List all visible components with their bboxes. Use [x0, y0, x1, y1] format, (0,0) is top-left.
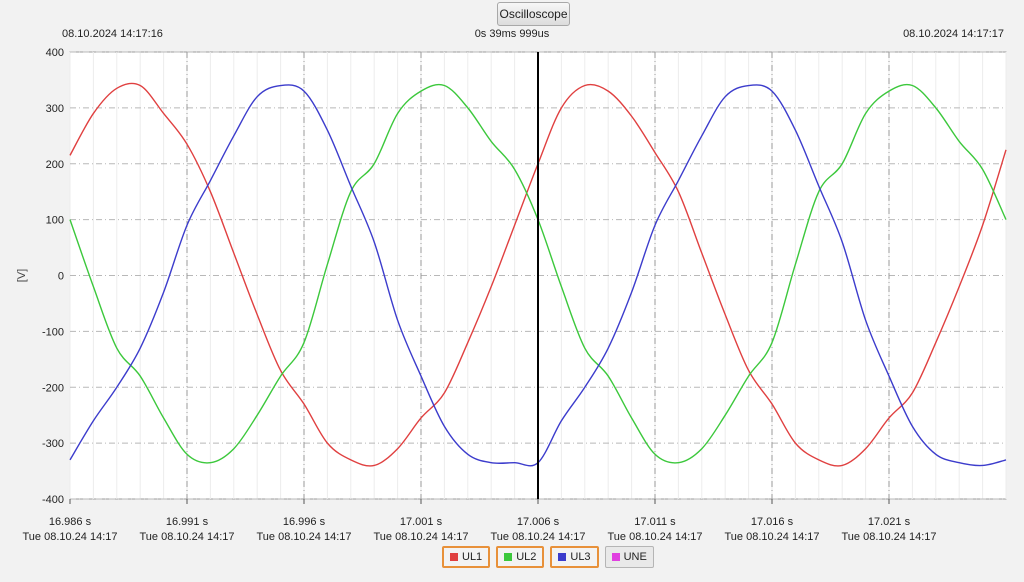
x-tick-label: 17.016 s: [751, 516, 794, 528]
y-tick-label: 300: [46, 103, 64, 115]
y-tick-label: -300: [42, 438, 64, 450]
x-tick-label: 16.996 s: [283, 516, 326, 528]
y-axis-label: [V]: [16, 269, 28, 282]
x-tick-label: 16.986 s: [49, 516, 92, 528]
x-tick-label: 17.001 s: [400, 516, 443, 528]
legend-label-ul2: UL2: [516, 551, 537, 563]
x-tick-date-label: Tue 08.10.24 14:17: [22, 531, 117, 543]
ul1-swatch: [450, 553, 458, 561]
x-tick-label: 17.006 s: [517, 516, 560, 528]
legend-item-une[interactable]: UNE: [604, 546, 654, 568]
x-tick-label: 16.991 s: [166, 516, 209, 528]
y-tick-label: 0: [58, 271, 64, 283]
legend-label-ul3: UL3: [570, 551, 591, 563]
x-tick-label: 17.011 s: [634, 516, 676, 528]
x-tick-date-label: Tue 08.10.24 14:17: [841, 531, 936, 543]
x-tick-label: 17.021 s: [868, 516, 911, 528]
y-tick-label: -400: [42, 494, 64, 506]
legend-item-ul3[interactable]: UL3: [550, 546, 599, 568]
legend-item-ul2[interactable]: UL2: [496, 546, 545, 568]
oscilloscope-button[interactable]: Oscilloscope: [497, 2, 570, 26]
x-tick-date-label: Tue 08.10.24 14:17: [139, 531, 234, 543]
x-tick-date-label: Tue 08.10.24 14:17: [607, 531, 702, 543]
legend-label-ul1: UL1: [462, 551, 483, 563]
x-tick-date-label: Tue 08.10.24 14:17: [724, 531, 819, 543]
y-tick-label: 200: [46, 159, 64, 171]
legend: UL1 UL2 UL3 UNE: [442, 546, 654, 570]
y-tick-label: -100: [42, 326, 64, 338]
x-tick-date-label: Tue 08.10.24 14:17: [373, 531, 468, 543]
une-swatch: [611, 553, 620, 561]
start-timestamp: 08.10.2024 14:17:16: [62, 28, 163, 40]
legend-label-une: UNE: [623, 551, 647, 563]
x-tick-date-label: Tue 08.10.24 14:17: [490, 531, 585, 543]
y-tick-label: 100: [46, 215, 64, 227]
ul3-swatch: [558, 553, 567, 561]
cursor-time-readout: 0s 39ms 999us: [474, 28, 550, 40]
y-tick-label: 400: [46, 47, 64, 59]
oscilloscope-chart[interactable]: 400 300 200 100 0 -100 -200 -300 -400 16.986 s Tue…: [0, 0, 1024, 546]
y-tick-label: -200: [42, 382, 64, 394]
end-timestamp: 08.10.2024 14:17:17: [903, 28, 1004, 40]
x-tick-date-label: Tue 08.10.24 14:17: [256, 531, 351, 543]
legend-item-ul1[interactable]: UL1: [442, 546, 491, 568]
ul2-swatch: [504, 553, 513, 561]
